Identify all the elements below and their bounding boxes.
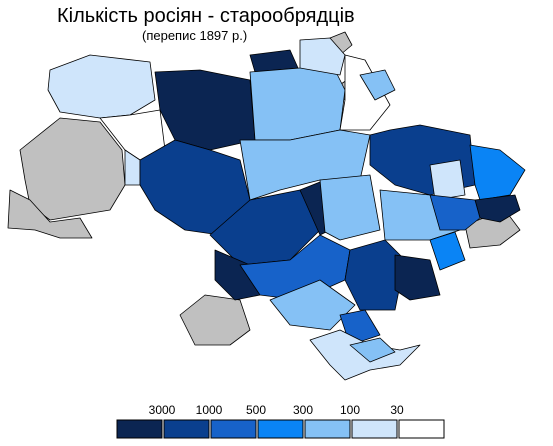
region [7,189,93,239]
region [19,117,126,221]
region [319,174,381,241]
legend-label: 30 [390,403,404,417]
region [429,194,481,231]
region [179,294,251,346]
legend: 3000 1000 500 300 100 30 [116,403,445,439]
region [47,54,156,119]
legend-label: 100 [340,403,360,417]
legend-swatch [210,419,257,439]
region [344,239,406,311]
region [469,144,526,201]
region [299,37,346,76]
legend-label: 3000 [149,403,176,417]
legend-swatch [163,419,210,439]
legend-swatch [351,419,398,439]
region [214,249,261,301]
map-subtitle: (перепис 1897 р.) [142,28,247,43]
region [429,159,466,201]
region [339,54,391,131]
legend-label: 300 [293,403,313,417]
map-title: Кількість росіян - старообрядців [57,5,355,27]
region [154,69,256,151]
legend-swatch [116,419,163,439]
legend-label: 500 [246,403,266,417]
legend-swatch [398,419,445,439]
map [7,31,526,381]
legend-swatch [257,419,304,439]
region [359,69,396,101]
legend-swatch [304,419,351,439]
legend-label: 1000 [196,403,223,417]
region [429,231,466,271]
region [394,254,441,301]
region [349,337,396,363]
